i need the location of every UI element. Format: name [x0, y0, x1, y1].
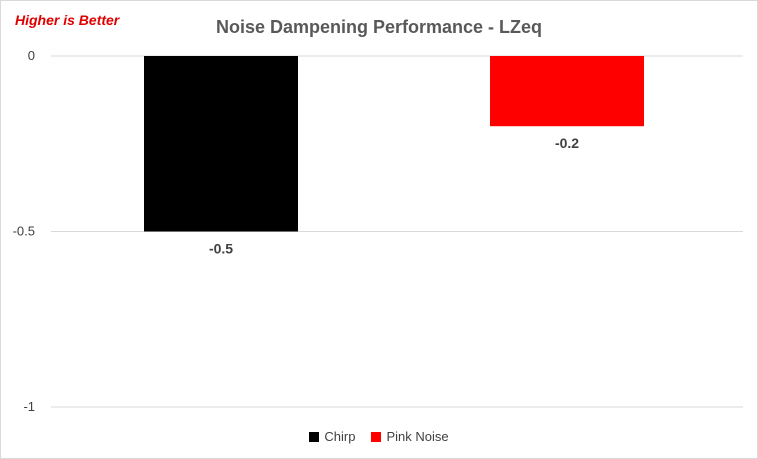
bars — [144, 56, 644, 232]
legend-swatch-pink-noise — [371, 431, 382, 442]
data-label-pink-noise: -0.2 — [555, 135, 579, 151]
legend-item-chirp: Chirp — [309, 429, 355, 444]
legend-swatch-chirp — [309, 431, 320, 442]
chart-title: Noise Dampening Performance - LZeq — [215, 17, 543, 37]
higher-is-better-note: Higher is Better — [15, 12, 120, 28]
legend: Chirp Pink Noise — [1, 429, 757, 444]
data-labels: -0.5 -0.2 — [209, 135, 579, 256]
legend-label-chirp: Chirp — [324, 429, 356, 444]
legend-item-pink-noise: Pink Noise — [371, 429, 449, 444]
bar-pink-noise — [490, 56, 644, 127]
y-axis: 0 -0.5 -1 — [13, 48, 35, 414]
y-tick-label: -0.5 — [13, 224, 35, 239]
plot-area: 0 -0.5 -1 -0.5 -0.2 — [13, 48, 743, 414]
legend-label-pink-noise: Pink Noise — [386, 429, 449, 444]
bar-chirp — [144, 56, 298, 232]
data-label-chirp: -0.5 — [209, 241, 233, 257]
y-tick-label: 0 — [28, 48, 35, 63]
y-tick-label: -1 — [23, 399, 35, 414]
